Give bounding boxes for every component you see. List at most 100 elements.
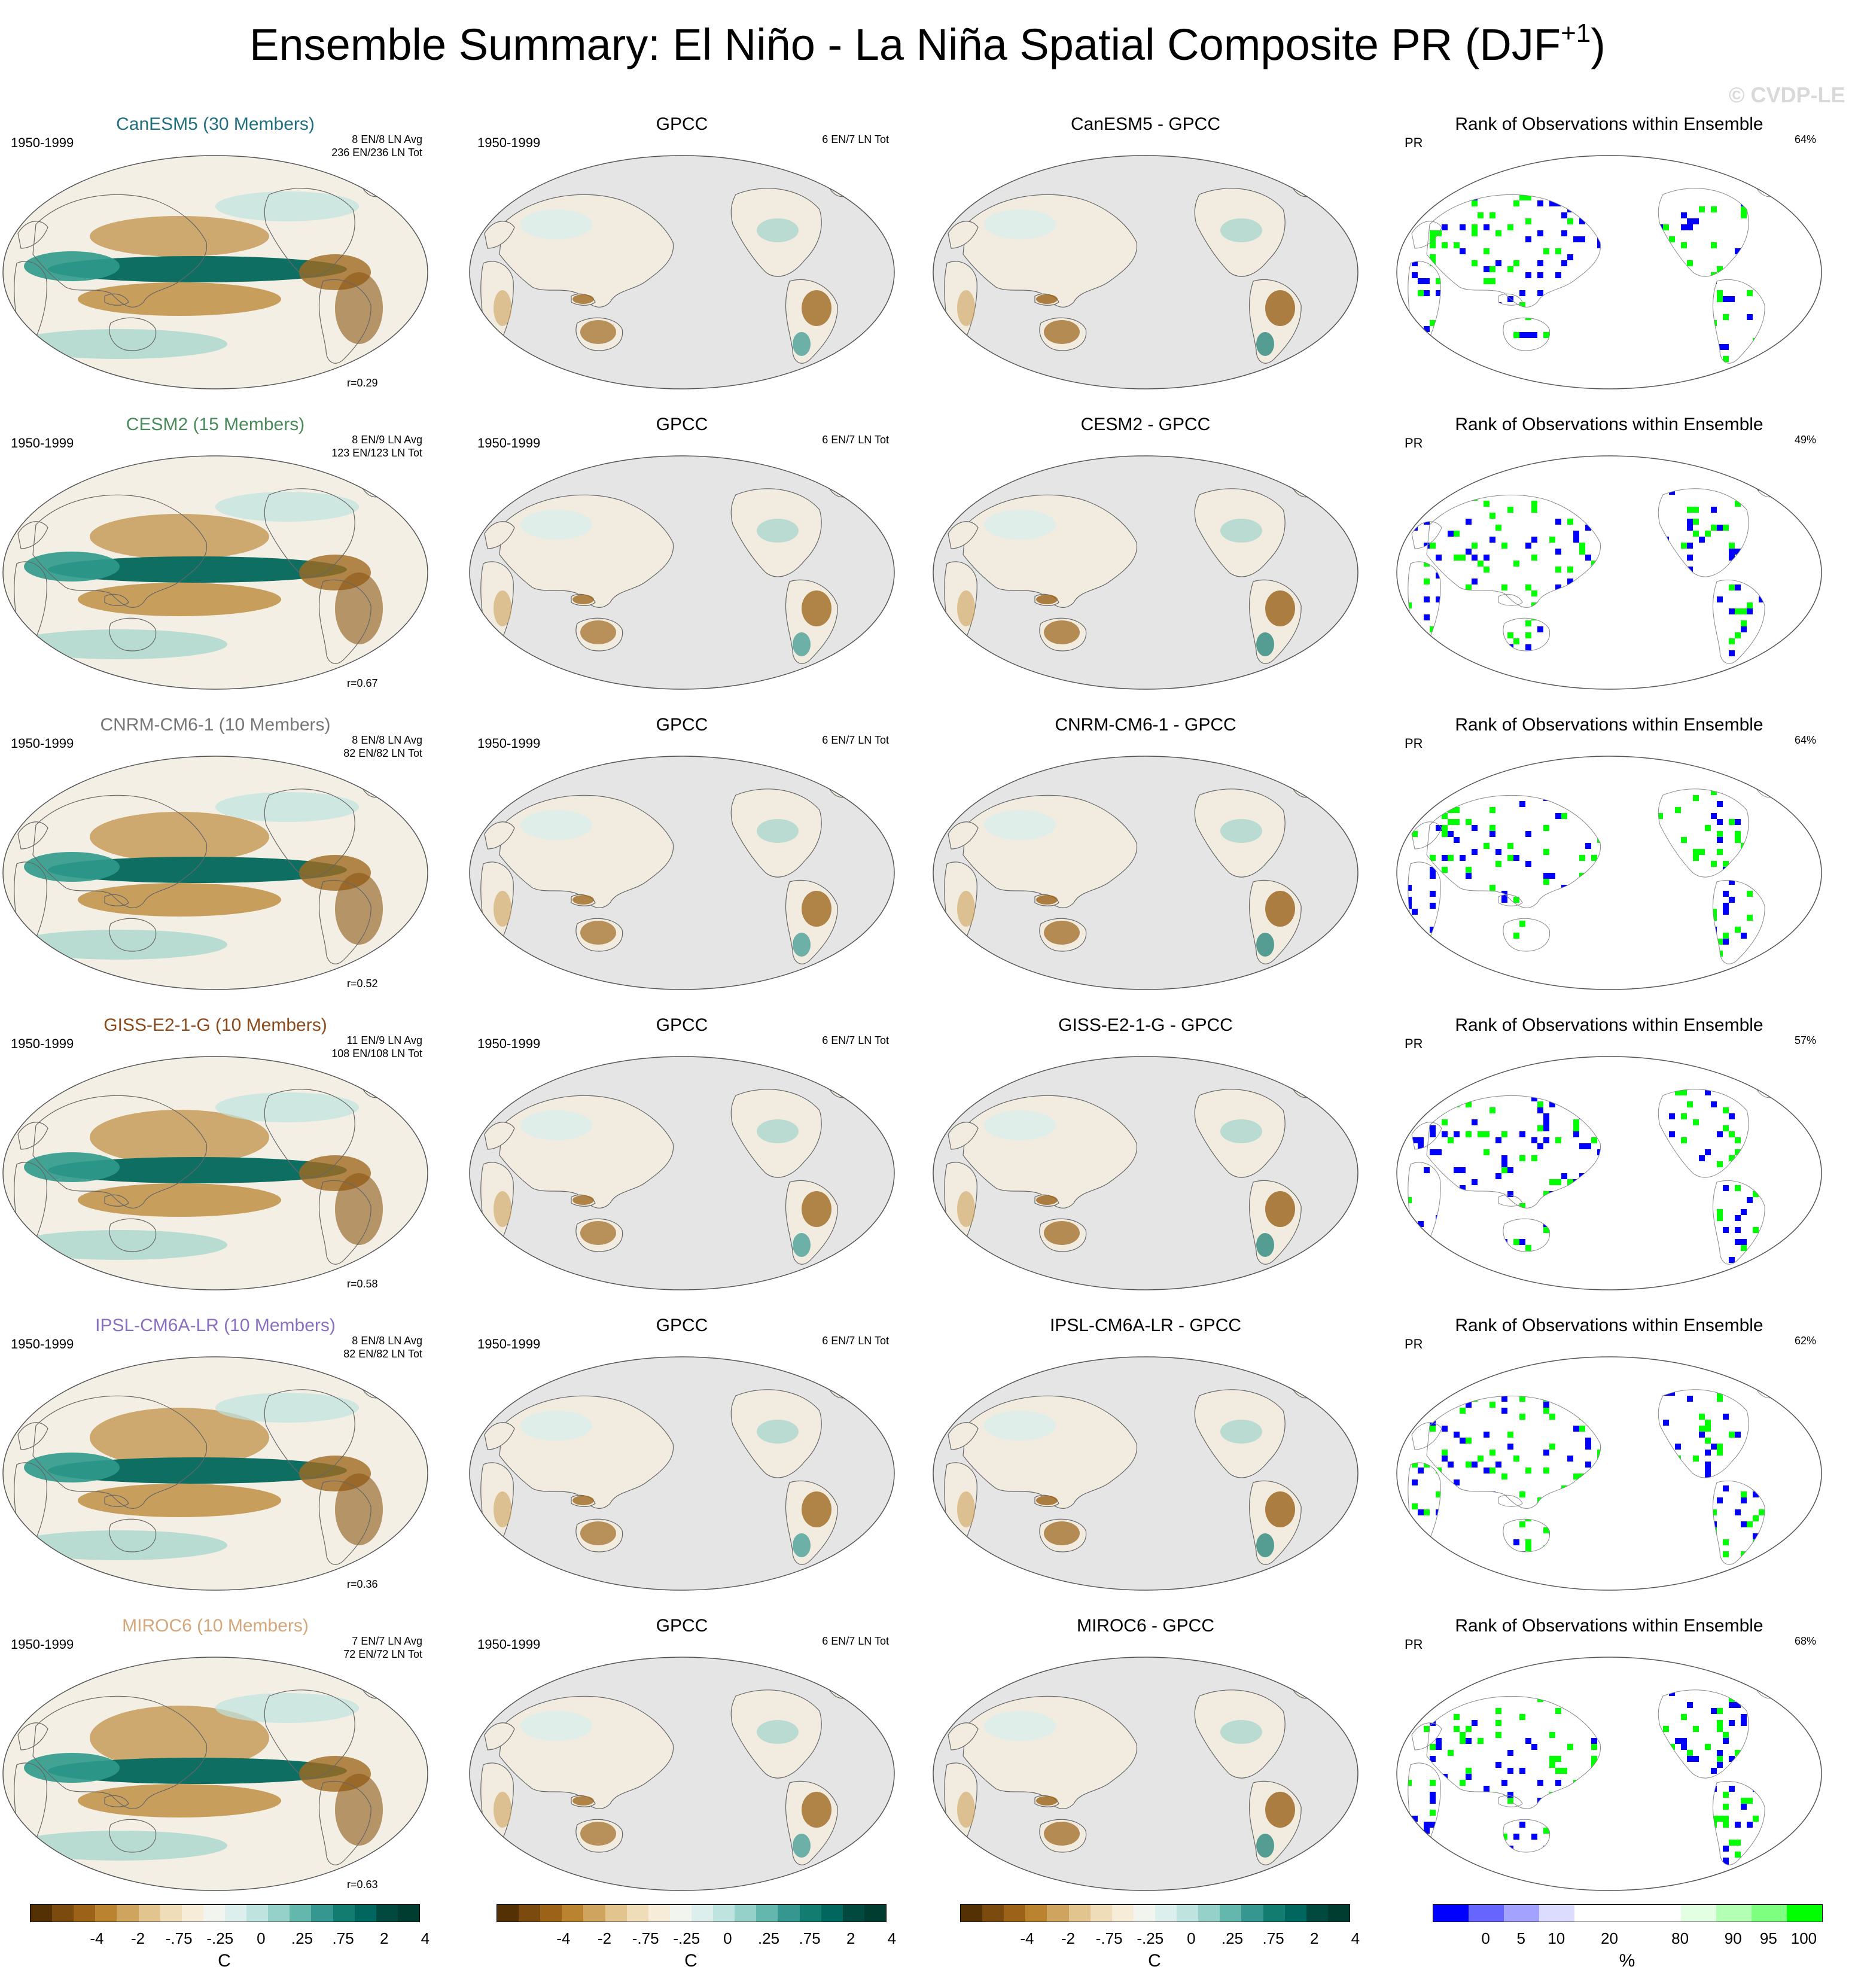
colorbar-tick: .25 [1221, 1929, 1244, 1947]
rank-percent-value: 49% [1794, 434, 1816, 446]
colorbar-tick: 100 [1790, 1929, 1817, 1947]
colorbar-tick: -4 [556, 1929, 571, 1947]
rank-map [1396, 756, 1822, 990]
rank-panel: Rank of Observations within Ensemble PR 62… [1394, 1297, 1824, 1596]
colorbar-tick: -2 [130, 1929, 145, 1947]
colorbar-swatch [691, 1905, 714, 1922]
diff-map [933, 1056, 1358, 1290]
total-count: 6 EN/7 LN Tot [822, 1034, 889, 1046]
colorbar-swatch [497, 1905, 519, 1922]
pattern-correlation: r=0.63 [347, 1879, 378, 1890]
colorbar-swatch [1241, 1905, 1263, 1922]
obs-title: GPCC [656, 715, 708, 735]
event-counts: 7 EN/7 LN Avg 72 EN/72 LN Tot [343, 1634, 422, 1661]
variable-label: PR [1405, 736, 1423, 751]
colorbar-tick: .25 [291, 1929, 313, 1947]
colorbar-tick: -4 [90, 1929, 104, 1947]
event-counts: 6 EN/7 LN Tot [822, 133, 889, 146]
colorbar-swatch [519, 1905, 541, 1922]
pattern-correlation: r=0.67 [347, 677, 378, 689]
colorbar-swatch [799, 1905, 821, 1922]
rank-percent-value: 57% [1794, 1034, 1816, 1046]
period-label: 1950-1999 [11, 736, 74, 751]
colorbar-tick: 20 [1600, 1929, 1618, 1947]
total-count: 82 EN/82 LN Tot [343, 747, 422, 759]
colorbar-tick: 10 [1548, 1929, 1565, 1947]
pattern-correlation: r=0.29 [347, 377, 378, 389]
pattern-correlation: r=0.36 [347, 1578, 378, 1590]
colorbar-tick: 5 [1516, 1929, 1525, 1947]
total-count: 236 EN/236 LN Tot [331, 147, 422, 159]
model-composite-panel: IPSL-CM6A-LR (10 Members) 1950-1999 8 EN/8… [0, 1297, 431, 1596]
model-title: CNRM-CM6-1 (10 Members) [100, 715, 331, 735]
rank-title: Rank of Observations within Ensemble [1455, 715, 1763, 735]
obs-composite-panel: GPCC 1950-1999 6 EN/7 LN Tot [467, 396, 897, 695]
rank-percent: 57% [1795, 1034, 1816, 1047]
colorbar-unit: % [1619, 1951, 1635, 1971]
period-label: 1950-1999 [477, 1337, 541, 1351]
total-count: 108 EN/108 LN Tot [331, 1048, 422, 1060]
rank-percent-value: 64% [1794, 133, 1816, 145]
event-counts: 6 EN/7 LN Tot [822, 1034, 889, 1047]
colorbar-tick: 0 [257, 1929, 266, 1947]
watermark: © CVDP-LE [1729, 83, 1845, 107]
colorbar-tick: 80 [1671, 1929, 1689, 1947]
colorbar-swatch [605, 1905, 627, 1922]
colorbar-swatch [842, 1905, 864, 1922]
colorbar-swatch [583, 1905, 605, 1922]
period-label: 1950-1999 [11, 135, 74, 150]
model-map [2, 455, 428, 690]
difference-panel: CanESM5 - GPCC [930, 96, 1361, 395]
variable-label: PR [1405, 1337, 1423, 1351]
avg-count: 8 EN/9 LN Avg [352, 434, 422, 446]
obs-composite-panel: GPCC 1950-1999 6 EN/7 LN Tot [467, 1297, 897, 1596]
event-counts: 6 EN/7 LN Tot [822, 1334, 889, 1347]
colorbar-swatch [1284, 1905, 1306, 1922]
avg-count: 8 EN/8 LN Avg [352, 1335, 422, 1347]
model-composite-panel: MIROC6 (10 Members) 1950-1999 7 EN/7 LN Av… [0, 1597, 431, 1896]
model-map [2, 756, 428, 990]
colorbar: -4 -2 -.75 -.25 0 .25 .75 2 4 C [30, 1904, 461, 1988]
colorbar-swatch [648, 1905, 670, 1922]
colorbar-swatch [31, 1905, 53, 1922]
difference-panel: CESM2 - GPCC [930, 396, 1361, 695]
period-label: 1950-1999 [477, 135, 541, 150]
obs-title: GPCC [656, 415, 708, 434]
panel-row: GISS-E2-1-G (10 Members) 1950-1999 11 EN/9… [0, 997, 1855, 1296]
period-label: 1950-1999 [477, 436, 541, 450]
difference-title: CanESM5 - GPCC [1070, 114, 1221, 134]
total-count: 123 EN/123 LN Tot [331, 447, 422, 459]
rank-percent-value: 68% [1794, 1635, 1816, 1647]
colorbar-tick: 90 [1724, 1929, 1742, 1947]
colorbar-swatch [1574, 1905, 1610, 1922]
colorbar-swatch [311, 1905, 333, 1922]
obs-composite-panel: GPCC 1950-1999 6 EN/7 LN Tot [467, 96, 897, 395]
colorbar-tick: .75 [332, 1929, 354, 1947]
period-label: 1950-1999 [11, 1637, 74, 1652]
obs-composite-panel: GPCC 1950-1999 6 EN/7 LN Tot [467, 1597, 897, 1896]
colorbar-swatch [268, 1905, 290, 1922]
colorbar-tick: 2 [846, 1929, 855, 1947]
obs-map [469, 1056, 895, 1290]
colorbar-swatch [626, 1905, 648, 1922]
rank-title: Rank of Observations within Ensemble [1455, 114, 1763, 134]
colorbar-tick: 95 [1759, 1929, 1777, 1947]
colorbar-swatch [1645, 1905, 1681, 1922]
colorbar-tick: 0 [723, 1929, 732, 1947]
event-counts: 8 EN/8 LN Avg 236 EN/236 LN Tot [331, 133, 422, 159]
colorbar-swatch [1004, 1905, 1026, 1922]
colorbar-swatch [52, 1905, 74, 1922]
variable-label: PR [1405, 1036, 1423, 1051]
difference-title: CNRM-CM6-1 - GPCC [1055, 715, 1236, 735]
period-label: 1950-1999 [477, 1036, 541, 1051]
rank-map [1396, 455, 1822, 690]
variable-label: PR [1405, 436, 1423, 450]
colorbar-swatch [160, 1905, 182, 1922]
colorbar-swatch [1133, 1905, 1155, 1922]
total-count: 6 EN/7 LN Tot [822, 1335, 889, 1347]
variable-label: PR [1405, 1637, 1423, 1652]
avg-count: 8 EN/8 LN Avg [352, 133, 422, 145]
colorbar-swatch [224, 1905, 247, 1922]
variable-label: PR [1405, 135, 1423, 150]
colorbar-swatch [1327, 1905, 1350, 1922]
